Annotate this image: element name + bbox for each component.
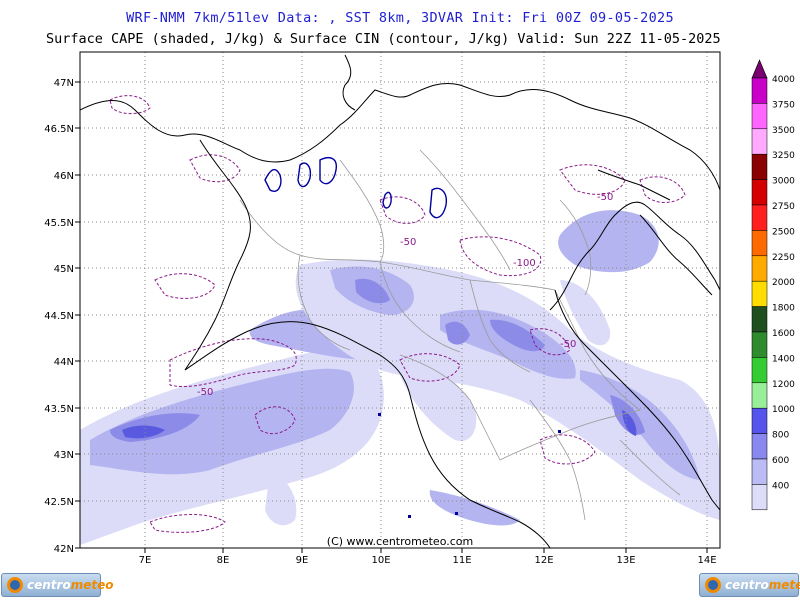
chart-subtitle: Surface CAPE (shaded, J/kg) & Surface CI… — [46, 31, 721, 47]
colorbar-swatch — [751, 306, 768, 333]
lat-label: 47N — [54, 78, 74, 89]
coastlines-borders — [80, 54, 720, 548]
cape-area-emilia — [440, 309, 576, 379]
colorbar-swatch — [751, 103, 768, 130]
colorbar-swatch — [751, 128, 768, 155]
colorbar-swatch — [751, 458, 768, 485]
graticule — [80, 52, 720, 548]
lat-label: 45.5N — [44, 218, 74, 229]
logo-ring-icon — [7, 577, 23, 593]
logo-text: centrometeo — [27, 578, 114, 592]
cape-area-sea-mid — [90, 368, 354, 475]
colorbar-swatch — [751, 407, 768, 434]
colorbar-label: 3250 — [772, 151, 795, 161]
colorbar-label: 2500 — [772, 227, 795, 237]
colorbar-swatch — [751, 230, 768, 257]
lon-label: 11E — [452, 555, 471, 566]
cape-area-bologna — [445, 321, 470, 345]
plot-frame — [79, 51, 721, 549]
logo-right[interactable]: centrometeo — [699, 573, 800, 597]
cape-shading — [80, 210, 720, 545]
lon-label: 8E — [217, 555, 230, 566]
colorbar-label: 1000 — [772, 405, 795, 415]
colorbar-swatch — [751, 382, 768, 409]
cape-area-emilia-strong — [490, 319, 545, 352]
regional-borders — [239, 149, 681, 521]
cape-area-po — [295, 259, 720, 520]
colorbar-swatch — [751, 357, 768, 384]
colorbar-swatch — [751, 331, 768, 358]
lon-label: 9E — [296, 555, 309, 566]
cape-area-venice — [558, 210, 659, 273]
cape-area-sea-peak — [122, 425, 165, 439]
cape-area-tuscany — [400, 355, 477, 441]
logo-left[interactable]: centrometeo — [1, 573, 113, 597]
colorbar-label: 1600 — [772, 329, 795, 339]
axis-ticks — [75, 81, 708, 553]
cin-label: -50 — [597, 192, 613, 203]
colorbar-label: 2250 — [772, 253, 795, 263]
colorbar-swatch — [751, 77, 768, 104]
lat-label: 43.5N — [44, 404, 74, 415]
lon-label: 14E — [697, 555, 716, 566]
colorbar-label: 3500 — [772, 126, 795, 136]
lon-label: 12E — [534, 555, 553, 566]
logo-ring-icon — [705, 577, 721, 593]
cin-label: -50 — [197, 387, 213, 398]
lat-label: 42.5N — [44, 497, 74, 508]
colorbar-label: 4000 — [772, 75, 795, 85]
colorbar-label: 1400 — [772, 354, 795, 364]
lon-label: 13E — [616, 555, 635, 566]
cin-labels: -50 -50 -100 -50 -50 — [197, 192, 613, 398]
colorbar-label: 3750 — [772, 100, 795, 110]
cape-area-corsica-south — [265, 470, 297, 526]
colorbar: 4000 3750 3500 3250 3000 2750 2500 2250 2000 1800… — [751, 59, 795, 511]
cape-area-venice-light — [560, 280, 611, 346]
colorbar-label: 1200 — [772, 380, 795, 390]
colorbar-label: 3000 — [772, 177, 795, 187]
cin-label: -100 — [513, 258, 536, 269]
colorbar-label: 400 — [772, 481, 789, 491]
lon-label: 7E — [139, 555, 152, 566]
lat-label: 44N — [54, 357, 74, 368]
lat-label: 45N — [54, 264, 74, 275]
logo-text: centrometeo — [725, 578, 800, 592]
colorbar-swatch — [751, 433, 768, 460]
lat-label: 44.5N — [44, 311, 74, 322]
colorbar-label: 2750 — [772, 202, 795, 212]
chart-title: WRF-NMM 7km/51lev Data: , SST 8km, 3DVAR… — [126, 10, 674, 26]
islands — [378, 413, 561, 518]
colorbar-label: 600 — [772, 456, 789, 466]
copyright-text: (C) www.centrometeo.com — [327, 535, 473, 548]
lat-label: 46.5N — [44, 124, 74, 135]
colorbar-swatch — [751, 255, 768, 282]
lon-label: 10E — [371, 555, 390, 566]
colorbar-cap — [751, 59, 768, 79]
lakes — [264, 157, 447, 219]
colorbar-swatch — [751, 204, 768, 231]
colorbar-label: 800 — [772, 431, 789, 441]
cin-label: -50 — [400, 237, 416, 248]
colorbar-swatch — [751, 179, 768, 206]
colorbar-swatch — [751, 153, 768, 180]
colorbar-label: 1800 — [772, 304, 795, 314]
lat-label: 46N — [54, 171, 74, 182]
lon-labels: 7E 8E 9E 10E 11E 12E 13E 14E — [139, 555, 717, 566]
lat-label: 42N — [54, 544, 74, 555]
cape-area-lazio — [429, 490, 520, 526]
cin-label: -50 — [560, 339, 576, 350]
lat-label: 43N — [54, 450, 74, 461]
colorbar-swatch — [751, 484, 768, 511]
lat-labels: 47N 46.5N 46N 45.5N 45N 44.5N 44N 43.5N … — [44, 78, 74, 555]
colorbar-swatch — [751, 280, 768, 307]
cape-area-piedmont — [355, 278, 390, 304]
colorbar-label: 2000 — [772, 278, 795, 288]
